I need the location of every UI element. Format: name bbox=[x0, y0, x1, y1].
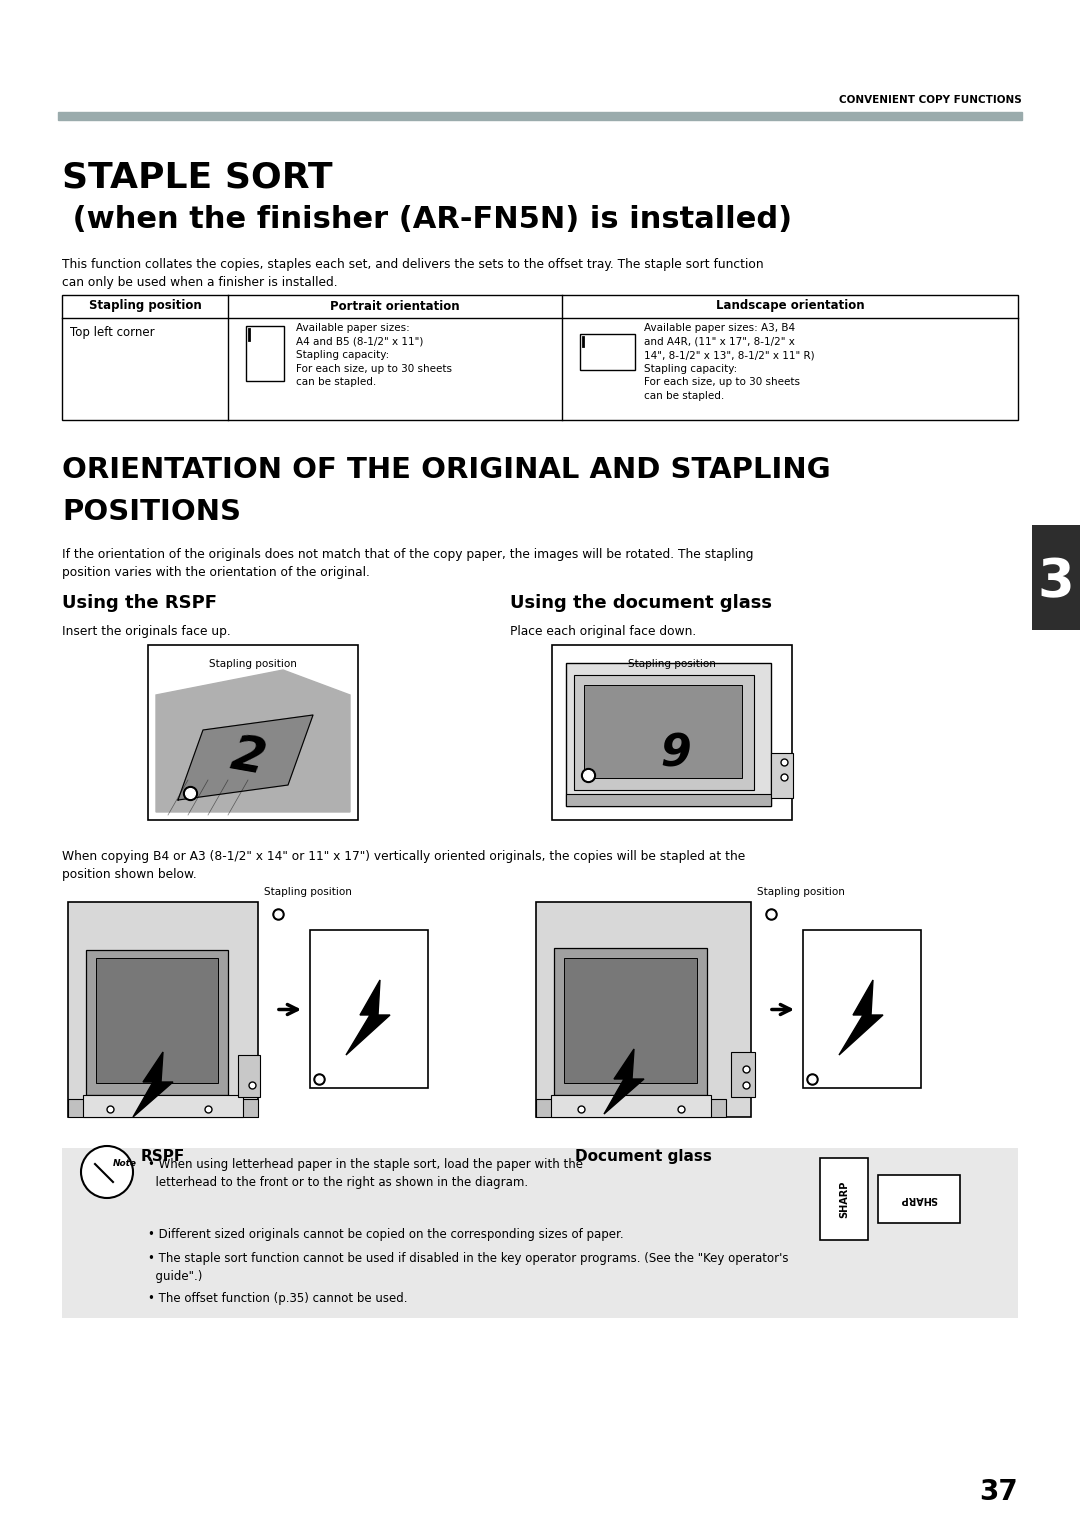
Bar bbox=[804, 931, 921, 1088]
Bar bbox=[554, 947, 707, 1096]
Bar bbox=[564, 958, 697, 1083]
Bar bbox=[310, 931, 428, 1088]
Text: • Different sized originals cannot be copied on the corresponding sizes of paper: • Different sized originals cannot be co… bbox=[148, 1229, 623, 1241]
Text: Insert the originals face up.: Insert the originals face up. bbox=[62, 625, 231, 639]
Bar bbox=[58, 112, 1022, 121]
Bar bbox=[96, 958, 218, 1083]
Polygon shape bbox=[156, 669, 350, 811]
Bar bbox=[573, 675, 754, 790]
Polygon shape bbox=[604, 1050, 644, 1114]
Text: Landscape orientation: Landscape orientation bbox=[716, 299, 864, 313]
Bar bbox=[566, 663, 771, 805]
Bar bbox=[536, 902, 751, 1117]
Text: 37: 37 bbox=[980, 1478, 1018, 1507]
Text: POSITIONS: POSITIONS bbox=[62, 498, 241, 526]
Bar bbox=[536, 1099, 726, 1117]
Text: Using the RSPF: Using the RSPF bbox=[62, 594, 217, 613]
Bar bbox=[820, 1158, 868, 1241]
Text: Stapling position: Stapling position bbox=[89, 299, 201, 313]
Text: • When using letterhead paper in the staple sort, load the paper with the
  lett: • When using letterhead paper in the sta… bbox=[148, 1158, 583, 1189]
Text: Place each original face down.: Place each original face down. bbox=[510, 625, 697, 639]
Text: Using the document glass: Using the document glass bbox=[510, 594, 772, 613]
Text: SHARP: SHARP bbox=[901, 1193, 937, 1204]
Bar bbox=[238, 1054, 260, 1097]
Bar bbox=[552, 645, 792, 821]
Bar bbox=[86, 950, 228, 1096]
Text: RSPF: RSPF bbox=[140, 1149, 185, 1164]
Text: STAPLE SORT: STAPLE SORT bbox=[62, 160, 333, 194]
Text: (when the finisher (AR-FN5N) is installed): (when the finisher (AR-FN5N) is installe… bbox=[62, 205, 792, 234]
Polygon shape bbox=[839, 979, 883, 1054]
Text: ORIENTATION OF THE ORIGINAL AND STAPLING: ORIENTATION OF THE ORIGINAL AND STAPLING bbox=[62, 455, 831, 484]
Text: • The offset function (p.35) cannot be used.: • The offset function (p.35) cannot be u… bbox=[148, 1293, 407, 1305]
Bar bbox=[878, 1175, 960, 1222]
Bar bbox=[68, 1099, 258, 1117]
Polygon shape bbox=[346, 979, 390, 1054]
Bar bbox=[584, 685, 742, 778]
Text: • The staple sort function cannot be used if disabled in the key operator progra: • The staple sort function cannot be use… bbox=[148, 1251, 788, 1284]
Bar bbox=[580, 335, 635, 370]
Bar bbox=[83, 1096, 243, 1117]
Bar bbox=[731, 1051, 755, 1097]
Bar bbox=[771, 753, 793, 798]
Bar bbox=[62, 1148, 1018, 1319]
Text: Stapling position: Stapling position bbox=[210, 659, 297, 669]
Polygon shape bbox=[178, 715, 313, 801]
Text: 3: 3 bbox=[1038, 556, 1075, 608]
Text: Stapling position: Stapling position bbox=[629, 659, 716, 669]
Text: Top left corner: Top left corner bbox=[70, 325, 154, 339]
Text: Stapling position: Stapling position bbox=[757, 886, 845, 897]
Polygon shape bbox=[133, 1051, 173, 1117]
Bar bbox=[566, 795, 771, 805]
Bar bbox=[1032, 526, 1080, 630]
Text: When copying B4 or A3 (8-1/2" x 14" or 11" x 17") vertically oriented originals,: When copying B4 or A3 (8-1/2" x 14" or 1… bbox=[62, 850, 745, 882]
Text: Stapling position: Stapling position bbox=[265, 886, 352, 897]
Text: Available paper sizes: A3, B4
and A4R, (11" x 17", 8-1/2" x
14", 8-1/2" x 13", 8: Available paper sizes: A3, B4 and A4R, (… bbox=[644, 322, 814, 400]
Text: If the orientation of the originals does not match that of the copy paper, the i: If the orientation of the originals does… bbox=[62, 549, 754, 579]
Text: This function collates the copies, staples each set, and delivers the sets to th: This function collates the copies, stapl… bbox=[62, 258, 764, 289]
Text: Available paper sizes:
A4 and B5 (8-1/2" x 11")
Stapling capacity:
For each size: Available paper sizes: A4 and B5 (8-1/2"… bbox=[296, 322, 453, 388]
Text: 2: 2 bbox=[227, 730, 269, 784]
Text: CONVENIENT COPY FUNCTIONS: CONVENIENT COPY FUNCTIONS bbox=[839, 95, 1022, 105]
Text: Document glass: Document glass bbox=[575, 1149, 712, 1164]
Text: Note: Note bbox=[113, 1160, 137, 1169]
Text: 6: 6 bbox=[657, 721, 688, 764]
Bar bbox=[148, 645, 357, 821]
Bar bbox=[551, 1096, 711, 1117]
Bar bbox=[68, 902, 258, 1117]
Circle shape bbox=[81, 1146, 133, 1198]
Text: Portrait orientation: Portrait orientation bbox=[330, 299, 460, 313]
Text: SHARP: SHARP bbox=[839, 1180, 849, 1218]
Bar bbox=[62, 295, 1018, 420]
Bar bbox=[246, 325, 284, 380]
